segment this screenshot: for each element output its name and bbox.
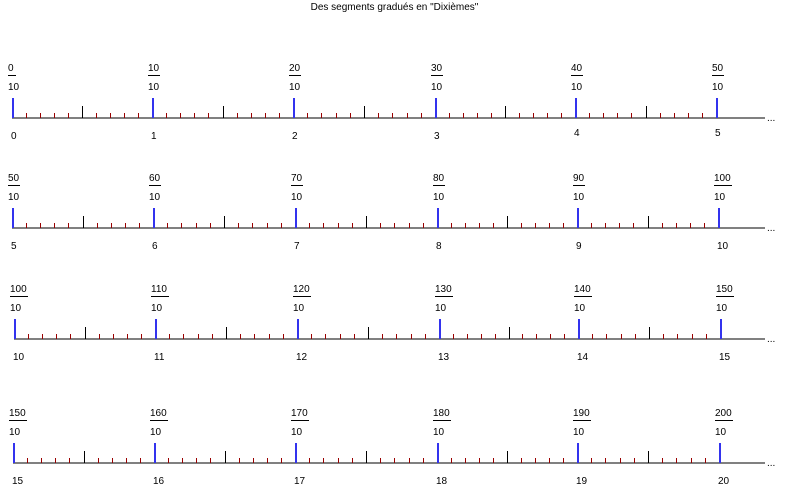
fraction-denominator: 10 [8,192,20,203]
fraction-numerator: 60 [149,173,161,184]
fraction-denominator: 10 [435,303,447,314]
fraction-denominator: 10 [293,303,305,314]
fraction-denominator: 10 [149,192,161,203]
axis-continuation: ... [767,334,775,345]
fraction-numerator: 110 [151,284,167,295]
fraction-numerator: 10 [148,63,160,74]
fraction-numerator: 100 [10,284,27,295]
integer-label: 8 [436,241,442,252]
fraction-numerator: 90 [573,173,585,184]
integer-label: 12 [296,352,308,363]
fraction-numerator: 50 [8,173,20,184]
fraction-numerator: 40 [571,63,583,74]
fraction-denominator: 10 [433,192,445,203]
integer-label: 5 [11,241,17,252]
integer-label: 5 [715,128,721,139]
fraction-denominator: 10 [151,303,163,314]
integer-label: 1 [151,131,157,142]
axis-continuation: ... [767,113,775,124]
integer-label: 18 [436,476,448,487]
fraction-denominator: 10 [433,427,445,438]
fraction-denominator: 10 [148,82,160,93]
integer-label: 20 [718,476,730,487]
fraction-denominator: 10 [9,427,21,438]
integer-label: 15 [12,476,24,487]
fraction-denominator: 10 [573,427,585,438]
fraction-denominator: 10 [573,192,585,203]
fraction-denominator: 10 [8,82,20,93]
integer-label: 14 [577,352,589,363]
fraction-denominator: 10 [574,303,586,314]
fraction-numerator: 100 [714,173,731,184]
fraction-numerator: 150 [716,284,733,295]
integer-label: 13 [438,352,450,363]
integer-label: 19 [576,476,588,487]
integer-label: 0 [11,131,17,142]
integer-label: 15 [719,352,731,363]
fraction-numerator: 150 [9,408,26,419]
fraction-numerator: 0 [8,63,14,74]
fraction-numerator: 20 [289,63,301,74]
fraction-numerator: 170 [291,408,308,419]
fraction-denominator: 10 [571,82,583,93]
fraction-numerator: 200 [715,408,732,419]
fraction-denominator: 10 [291,427,303,438]
fraction-denominator: 10 [715,427,727,438]
fraction-denominator: 10 [291,192,303,203]
axis-continuation: ... [767,223,775,234]
integer-label: 4 [574,128,580,139]
fraction-denominator: 10 [714,192,726,203]
fraction-numerator: 120 [293,284,310,295]
integer-label: 2 [292,131,298,142]
integer-label: 16 [153,476,165,487]
fraction-numerator: 130 [435,284,452,295]
fraction-numerator: 160 [150,408,167,419]
fraction-denominator: 10 [10,303,22,314]
integer-label: 11 [154,352,165,363]
fraction-numerator: 30 [431,63,443,74]
integer-label: 10 [717,241,729,252]
axis-continuation: ... [767,458,775,469]
integer-label: 7 [294,241,300,252]
fraction-denominator: 10 [712,82,724,93]
integer-label: 9 [576,241,582,252]
fraction-numerator: 80 [433,173,445,184]
integer-label: 3 [434,131,440,142]
fraction-numerator: 50 [712,63,724,74]
fraction-denominator: 10 [431,82,443,93]
fraction-numerator: 70 [291,173,303,184]
fraction-numerator: 180 [433,408,450,419]
integer-label: 17 [294,476,306,487]
fraction-numerator: 190 [573,408,590,419]
fraction-denominator: 10 [716,303,728,314]
fraction-denominator: 10 [150,427,162,438]
integer-label: 6 [152,241,158,252]
page-title: Des segments gradués en "Dixièmes" [310,2,479,13]
integer-label: 10 [13,352,25,363]
fraction-denominator: 10 [289,82,301,93]
fraction-numerator: 140 [574,284,591,295]
